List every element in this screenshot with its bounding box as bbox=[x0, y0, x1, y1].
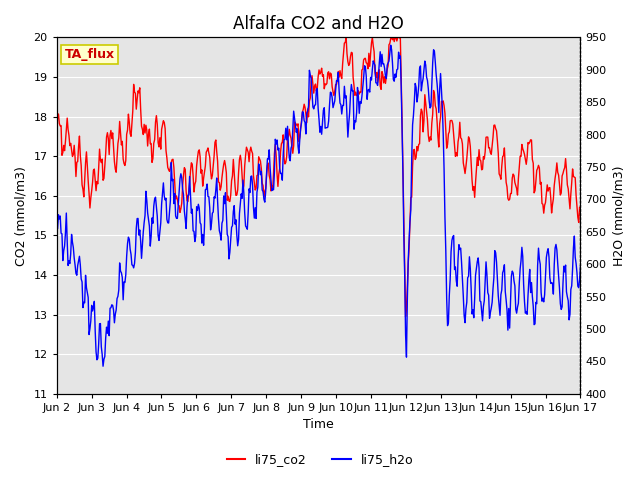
Title: Alfalfa CO2 and H2O: Alfalfa CO2 and H2O bbox=[233, 15, 404, 33]
Text: TA_flux: TA_flux bbox=[65, 48, 115, 61]
Y-axis label: CO2 (mmol/m3): CO2 (mmol/m3) bbox=[15, 166, 28, 265]
Y-axis label: H2O (mmol/m3): H2O (mmol/m3) bbox=[612, 165, 625, 266]
Legend: li75_co2, li75_h2o: li75_co2, li75_h2o bbox=[221, 448, 419, 471]
X-axis label: Time: Time bbox=[303, 419, 334, 432]
